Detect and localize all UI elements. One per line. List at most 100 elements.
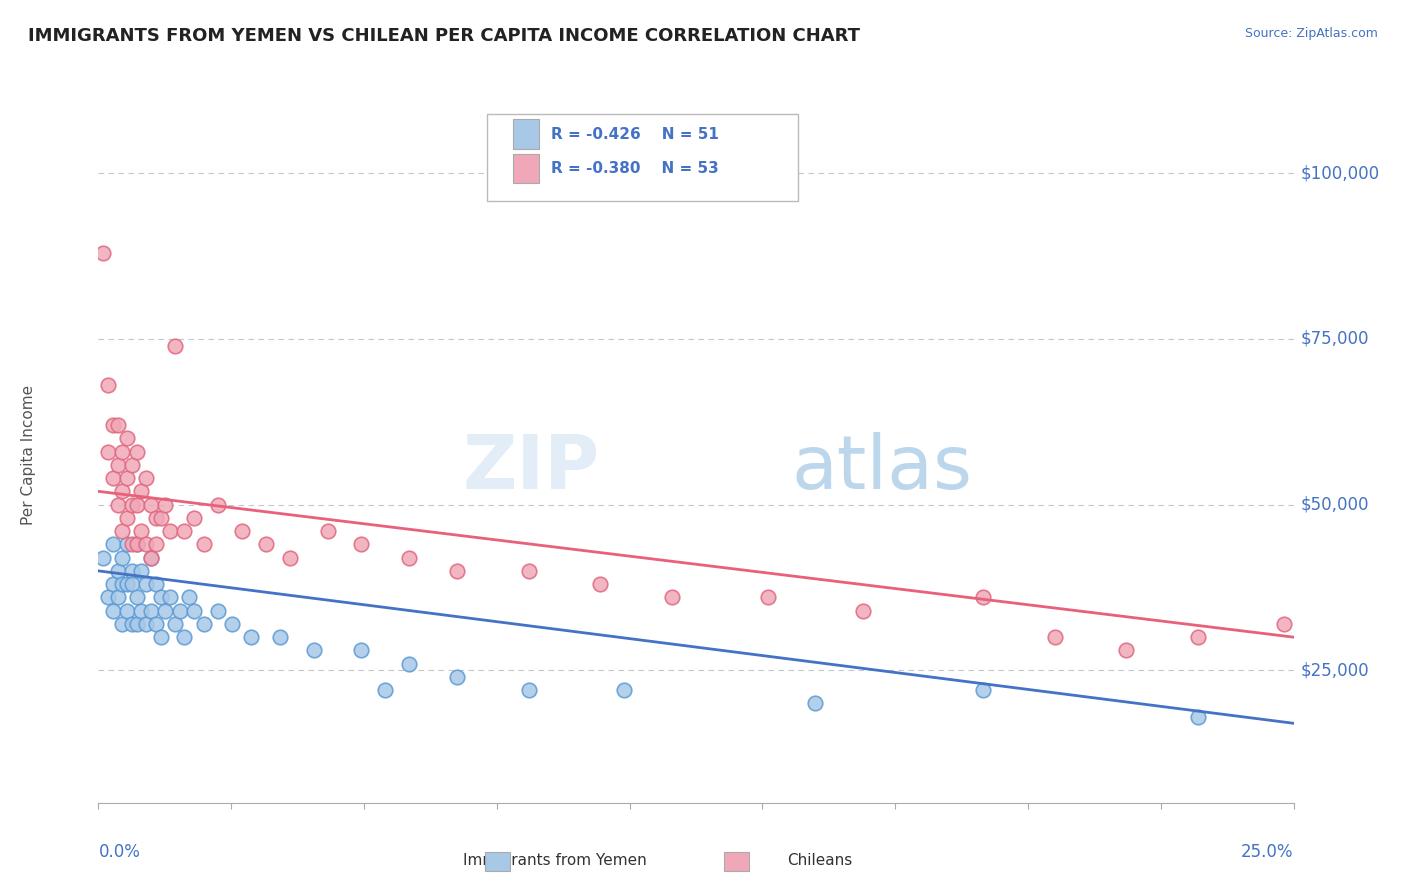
Point [101, 537, 124, 551]
Point [661, 591, 683, 605]
Point [193, 616, 215, 631]
Text: R = -0.380    N = 53: R = -0.380 N = 53 [551, 161, 718, 176]
Point [149, 591, 172, 605]
Point [183, 511, 205, 525]
Text: $100,000: $100,000 [1301, 164, 1379, 182]
Point [121, 577, 143, 591]
Point [101, 418, 124, 433]
Point [135, 537, 157, 551]
Point [115, 537, 138, 551]
Point [179, 591, 201, 605]
Point [1187, 630, 1209, 644]
Point [121, 498, 143, 512]
Point [111, 524, 134, 538]
Point [231, 524, 253, 538]
Point [121, 616, 143, 631]
Text: 0.0%: 0.0% [98, 843, 141, 861]
Point [107, 591, 129, 605]
Point [852, 604, 875, 618]
Point [115, 431, 138, 445]
Point [139, 550, 162, 565]
Point [101, 577, 124, 591]
Point [115, 577, 138, 591]
Text: Chileans: Chileans [787, 854, 852, 868]
Point [254, 537, 277, 551]
Point [149, 511, 172, 525]
Point [173, 524, 195, 538]
Text: IMMIGRANTS FROM YEMEN VS CHILEAN PER CAPITA INCOME CORRELATION CHART: IMMIGRANTS FROM YEMEN VS CHILEAN PER CAP… [28, 27, 860, 45]
Point [207, 604, 229, 618]
Text: R = -0.426    N = 51: R = -0.426 N = 51 [551, 127, 720, 142]
Point [1043, 630, 1066, 644]
Text: Per Capita Income: Per Capita Income [21, 384, 35, 525]
Text: $50,000: $50,000 [1301, 496, 1369, 514]
Text: ZIP: ZIP [463, 433, 600, 506]
FancyBboxPatch shape [513, 153, 540, 183]
Point [125, 591, 148, 605]
Point [125, 498, 148, 512]
Point [107, 418, 129, 433]
Point [756, 591, 779, 605]
Point [163, 338, 186, 352]
Point [350, 537, 373, 551]
Point [302, 643, 325, 657]
Point [111, 616, 134, 631]
Point [1115, 643, 1137, 657]
Point [101, 471, 124, 485]
Point [131, 564, 153, 578]
Text: $25,000: $25,000 [1301, 661, 1369, 680]
Point [101, 604, 124, 618]
Point [111, 550, 134, 565]
Point [398, 657, 420, 671]
Point [374, 683, 396, 698]
Point [97, 444, 120, 458]
Point [135, 616, 157, 631]
Point [155, 604, 177, 618]
Text: Immigrants from Yemen: Immigrants from Yemen [463, 854, 647, 868]
Point [115, 604, 138, 618]
Point [804, 697, 827, 711]
Point [121, 458, 143, 472]
Point [350, 643, 373, 657]
Point [159, 591, 181, 605]
Point [97, 378, 120, 392]
Point [125, 537, 148, 551]
Point [91, 245, 114, 260]
Point [111, 444, 134, 458]
Text: 25.0%: 25.0% [1241, 843, 1294, 861]
Point [115, 471, 138, 485]
Point [131, 524, 153, 538]
Point [269, 630, 291, 644]
Text: Source: ZipAtlas.com: Source: ZipAtlas.com [1244, 27, 1378, 40]
Point [589, 577, 612, 591]
Point [159, 524, 181, 538]
FancyBboxPatch shape [513, 120, 540, 149]
Point [316, 524, 339, 538]
Point [107, 458, 129, 472]
Point [107, 498, 129, 512]
Point [155, 498, 177, 512]
Point [517, 564, 540, 578]
Point [173, 630, 195, 644]
Point [135, 577, 157, 591]
Point [107, 564, 129, 578]
Point [517, 683, 540, 698]
Point [125, 616, 148, 631]
Point [139, 550, 162, 565]
Point [221, 616, 243, 631]
Point [145, 616, 167, 631]
Point [183, 604, 205, 618]
FancyBboxPatch shape [486, 114, 797, 201]
Point [972, 683, 994, 698]
Point [121, 564, 143, 578]
Point [278, 550, 301, 565]
Point [1187, 709, 1209, 723]
Point [149, 630, 172, 644]
Point [145, 511, 167, 525]
Point [1272, 616, 1295, 631]
Point [163, 616, 186, 631]
Point [111, 484, 134, 499]
Point [125, 444, 148, 458]
Point [139, 498, 162, 512]
Point [139, 604, 162, 618]
